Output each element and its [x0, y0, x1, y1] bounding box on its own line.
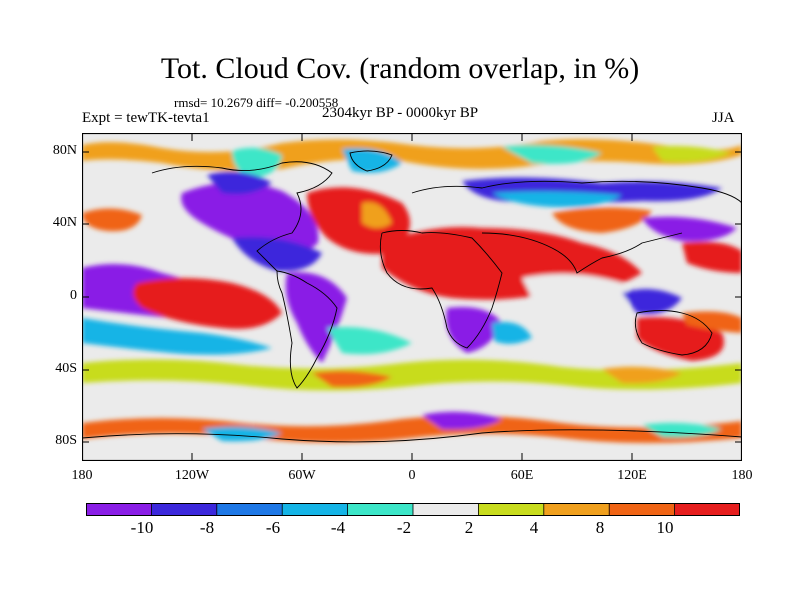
lat-label-40s: 40S	[55, 361, 77, 376]
stats-text: rmsd= 10.2679 diff= -0.200558	[174, 95, 339, 110]
lat-label-0: 0	[70, 288, 77, 303]
colorbar-box	[347, 503, 414, 516]
colorbar-box	[543, 503, 611, 516]
colorbar-box	[281, 503, 349, 516]
coastlines	[82, 150, 742, 443]
colorbar-label: -8	[199, 518, 215, 537]
colorbar-box	[477, 503, 545, 516]
colorbar-box	[412, 503, 480, 516]
lon-label-180w: 180	[71, 468, 93, 483]
anomaly-field	[82, 139, 742, 443]
lat-label-80s: 80S	[55, 433, 77, 448]
colorbar-label: 8	[595, 518, 605, 537]
colorbar	[86, 503, 740, 516]
colorbar-label: 10	[656, 518, 674, 537]
colorbar-label: 4	[529, 518, 539, 537]
colorbar-label: -4	[330, 518, 346, 537]
cloud-cover-map	[82, 133, 742, 461]
plot-title: Tot. Cloud Cov. (random overlap, in %)	[160, 52, 640, 85]
lon-label-60w: 60W	[288, 468, 316, 483]
season-label: JJA	[712, 110, 735, 126]
colorbar-box	[674, 503, 740, 516]
period-label: 2304kyr BP - 0000kyr BP	[322, 105, 479, 121]
colorbar-box	[608, 503, 676, 516]
colorbar-label: -2	[396, 518, 412, 537]
lon-label-60e: 60E	[510, 468, 534, 483]
colorbar-box	[151, 503, 218, 516]
colorbar-label: 2	[464, 518, 474, 537]
lat-label-40n: 40N	[52, 215, 77, 230]
tick-marks	[82, 133, 742, 461]
lon-label-120w: 120W	[174, 468, 210, 483]
colorbar-box	[216, 503, 284, 516]
colorbar-label: -10	[130, 518, 154, 537]
lon-label-0: 0	[408, 468, 416, 483]
lon-label-180e: 180	[731, 468, 753, 483]
lat-label-80n: 80N	[52, 143, 77, 158]
colorbar-box	[86, 503, 153, 516]
colorbar-label: -6	[265, 518, 281, 537]
lon-label-120e: 120E	[617, 468, 647, 483]
experiment-label: Expt = tewTK-tevta1	[82, 110, 210, 126]
